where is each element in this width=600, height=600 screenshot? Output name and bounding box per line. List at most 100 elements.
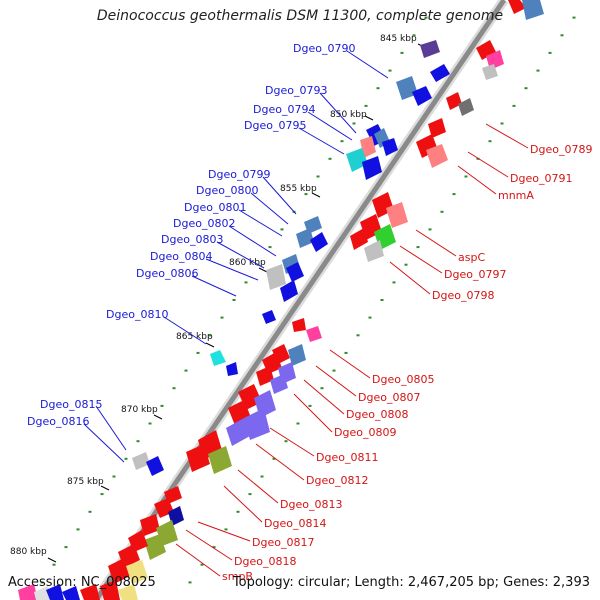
guide-dot (200, 563, 204, 566)
feature-cds (508, 0, 526, 14)
leader-line (415, 229, 457, 257)
feature-cds (364, 240, 384, 262)
feature-cds (306, 326, 322, 342)
gene-label: Dgeo_0816 (27, 415, 89, 428)
guide-dot (308, 404, 312, 407)
guide-dot (284, 440, 288, 443)
feature-cds (244, 408, 270, 440)
feature-cds (296, 228, 314, 248)
gene-label: Dgeo_0806 (136, 267, 198, 280)
guide-dot (172, 387, 176, 390)
guide-dot (536, 69, 540, 72)
feature-cds (420, 40, 440, 58)
feature-cds (458, 98, 474, 116)
guide-dot (388, 69, 392, 72)
feature-cds (382, 138, 398, 156)
leader-line (399, 245, 443, 274)
leader-line (185, 529, 233, 561)
tick-label: 880 kbp (10, 547, 47, 557)
feature-cds (430, 64, 450, 82)
leader-line (197, 521, 251, 542)
leader-line (250, 192, 289, 225)
topology-text: Topology: circular; Length: 2,467,205 bp… (232, 575, 590, 590)
feature-cds (256, 366, 274, 386)
leader-line (389, 261, 431, 295)
guide-dot (356, 334, 360, 337)
leader-line (163, 316, 207, 345)
guide-dot (272, 457, 276, 460)
leader-line (205, 258, 259, 281)
gene-label: Dgeo_0817 (252, 536, 314, 549)
feature-cds (428, 118, 446, 138)
gene-label: Dgeo_0795 (244, 119, 306, 132)
guide-dot (340, 140, 344, 143)
leader-line (95, 405, 127, 451)
tick-label: 850 kbp (330, 110, 367, 120)
gene-label: mnmA (498, 189, 534, 202)
feature-cds (62, 586, 80, 600)
tick-label: 845 kbp (380, 34, 417, 44)
gene-label: Dgeo_0793 (265, 84, 327, 97)
leader-line (307, 111, 353, 141)
gene-label: aspC (458, 251, 485, 264)
guide-dot (280, 228, 284, 231)
feature-cds (346, 148, 368, 172)
feature-cds (80, 584, 100, 600)
guide-dot (352, 122, 356, 125)
leader-line (346, 50, 389, 79)
guide-dot (208, 334, 212, 337)
tick-dots (40, 16, 576, 584)
guide-dot (440, 210, 444, 213)
gene-label: Dgeo_0810 (106, 308, 168, 321)
reverse-strand-features (18, 0, 544, 600)
leader-line (319, 92, 357, 134)
gene-label: Dgeo_0799 (208, 168, 270, 181)
feature-cds (280, 280, 298, 302)
feature-cds (118, 584, 138, 600)
guide-dot (548, 51, 552, 54)
reverse-leader-lines (175, 123, 529, 577)
forward-strand-features (132, 40, 450, 476)
guide-dot (232, 299, 236, 301)
leader-line (303, 379, 345, 415)
guide-dot (52, 563, 56, 566)
feature-cds (362, 156, 382, 180)
tick-mark (311, 192, 321, 198)
feature-cds (46, 584, 64, 600)
leader-line (175, 543, 221, 577)
feature-cds (266, 264, 286, 290)
gene-label: Dgeo_0814 (264, 517, 326, 530)
guide-dot (76, 528, 80, 531)
guide-dot (184, 369, 188, 372)
guide-dot (424, 16, 428, 19)
leader-line (293, 393, 333, 433)
guide-dot (344, 351, 348, 354)
guide-dot (428, 228, 432, 231)
gene-label: Dgeo_0789 (530, 143, 592, 156)
guide-dot (328, 157, 332, 160)
guide-dot (40, 581, 44, 584)
feature-cds (426, 144, 448, 168)
guide-dot (236, 510, 240, 513)
feature-cds (482, 64, 498, 80)
feature-cds (132, 452, 150, 470)
feature-cds (412, 86, 432, 106)
gene-label: Dgeo_0790 (293, 42, 355, 55)
feature-cds (262, 310, 276, 324)
leader-line (83, 423, 125, 463)
guide-dot (268, 246, 272, 249)
guide-dot (380, 299, 384, 301)
guide-dot (332, 369, 336, 372)
gene-label: Dgeo_0801 (184, 201, 246, 214)
feature-cds (186, 444, 210, 472)
guide-dot (368, 316, 372, 319)
gene-label: Dgeo_0800 (196, 184, 258, 197)
guide-dot (464, 175, 468, 178)
gene-label: Dgeo_0813 (280, 498, 342, 511)
tick-label: 860 kbp (229, 258, 266, 268)
guide-dot (148, 422, 152, 425)
leader-line (228, 225, 277, 257)
gene-label: Dgeo_0812 (306, 474, 368, 487)
guide-dot (124, 457, 128, 460)
leader-line (457, 165, 497, 195)
